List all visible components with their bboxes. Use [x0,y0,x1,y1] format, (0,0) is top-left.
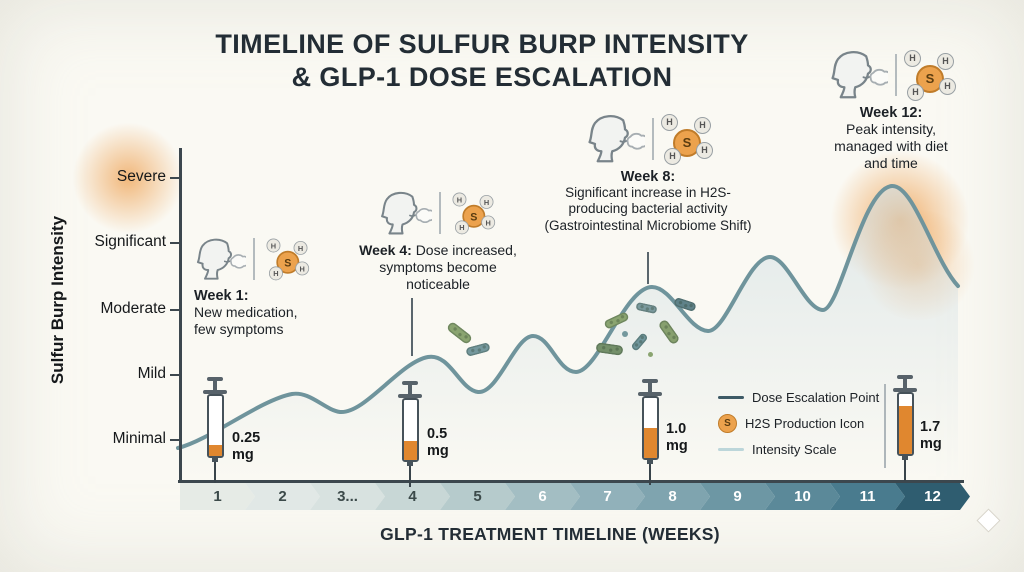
y-tick-mark [170,242,179,244]
hydrogen-atom: H [454,220,469,235]
annotation-week4: H H S H H Week 4: Dose increased, sympto… [352,188,524,293]
week4-pointer-line [411,298,413,356]
bacteria-dot-icon [648,352,653,357]
legend-item-h2s-production: S H2S Production Icon [718,414,879,433]
hydrogen-atom: H [939,77,956,95]
annotation-week8: H H S H H Week 8: Significant increase i… [540,112,756,234]
week-segment-10: 10 [765,483,840,510]
legend-item-intensity-scale: Intensity Scale [718,442,879,457]
x-axis-title: GLP-1 TREATMENT TIMELINE (WEEKS) [380,524,720,544]
legend-item-dose-escalation: Dose Escalation Point [718,390,879,405]
dose-label-week12: 1.7 mg [920,419,942,452]
week4-heading: Week 4: [359,242,412,258]
syringe-icon-week12 [892,375,918,481]
y-tick-mark [170,374,179,376]
legend-label: H2S Production Icon [745,416,865,431]
week8-text: Significant increase in H2S-producing ba… [544,185,752,233]
week-segment-12: 12 [895,483,970,510]
week12-heading: Week 12: [859,105,923,121]
hydrogen-atom: H [268,266,283,281]
icon-divider [253,238,255,280]
dose-label-week1: 0.25 mg [232,430,261,463]
y-tick-mild: Mild [137,365,166,382]
syringe-icon-week8 [637,379,663,485]
hydrogen-atom: H [295,261,310,276]
week-segment-11: 11 [830,483,905,510]
dose-escalation-line-icon [718,396,744,399]
hydrogen-atom: H [664,147,681,165]
dose-label-week8: 1.0 mg [666,421,688,454]
week8-pointer-line [647,252,649,284]
exhaling-face-icon [194,236,246,282]
week8-icons: H H S H H [540,112,756,165]
x-axis-line [178,480,964,483]
title-line-2: & GLP-1 DOSE ESCALATION [291,61,673,92]
hydrogen-atom: H [904,49,921,67]
h2s-molecule-icon: H H S H H [266,238,310,281]
h2s-molecule-icon: H H S H H [904,49,956,101]
week-segment-3: 3... [310,483,385,510]
week-segment-8: 8 [635,483,710,510]
icon-divider [895,53,897,96]
hydrogen-atom: H [266,238,281,253]
week1-text: New medication, few symptoms [194,304,298,338]
y-tick-minimal: Minimal [112,430,166,447]
icon-divider [652,117,654,160]
hydrogen-atom: H [937,52,954,70]
title-line-1: TIMELINE OF SULFUR BURP INTENSITY [215,29,749,59]
hydrogen-atom: H [481,215,496,230]
y-axis-line [179,148,182,482]
h2s-molecule-icon: H H S H H [661,113,713,165]
week-segment-5: 5 [440,483,515,510]
hydrogen-atom: H [907,83,924,101]
week12-text: Peak intensity, managed with diet and ti… [834,121,948,172]
week-segment-9: 9 [700,483,775,510]
y-tick-mark [170,309,179,311]
week8-heading: Week 8: [620,169,676,185]
week-segment-6: 6 [505,483,580,510]
exhaling-face-icon [828,48,888,101]
week12-icons: H H S H H [824,48,958,101]
legend-divider [884,384,886,468]
exhaling-face-icon [378,189,432,237]
week-segment-1: 1 [180,483,255,510]
h2s-production-icon: S [718,414,737,433]
hydrogen-atom: H [694,116,711,134]
y-tick-significant: Significant [94,233,166,250]
week-segment-7: 7 [570,483,645,510]
annotation-week1: H H S H H Week 1: New medication, few sy… [194,234,344,338]
annotation-week12: H H S H H Week 12: Peak intensity, manag… [824,48,958,172]
hydrogen-atom: H [479,194,494,209]
hydrogen-atom: H [452,192,467,207]
hydrogen-atom: H [293,240,308,255]
syringe-icon-week4 [397,381,423,487]
hydrogen-atom: H [661,113,678,131]
week1-heading: Week 1: [194,288,249,304]
y-tick-mark [170,177,179,179]
icon-divider [439,192,441,234]
week-segment-4: 4 [375,483,450,510]
hydrogen-atom: H [696,141,713,159]
y-tick-mark [170,439,179,441]
week4-icons: H H S H H [352,188,524,238]
sulfur-atom: S [276,250,300,274]
h2s-molecule-icon: H H S H H [452,192,496,235]
week-segment-2: 2 [245,483,320,510]
legend-label: Intensity Scale [752,442,837,457]
y-tick-severe: Severe [116,168,166,185]
week1-icons: H H S H H [194,234,344,284]
legend-label: Dose Escalation Point [752,390,880,405]
week4-text: Week 4: Dose increased, symptoms become … [359,242,517,293]
y-tick-moderate: Moderate [100,300,166,317]
legend: Dose Escalation Point S H2S Production I… [718,390,879,457]
intensity-scale-line-icon [718,448,744,451]
bacteria-dot-icon [622,331,628,337]
page-title: TIMELINE OF SULFUR BURP INTENSITY & GLP-… [0,28,964,94]
dose-label-week4: 0.5 mg [427,426,449,459]
exhaling-face-icon [585,112,645,165]
syringe-icon-week1 [202,377,228,483]
